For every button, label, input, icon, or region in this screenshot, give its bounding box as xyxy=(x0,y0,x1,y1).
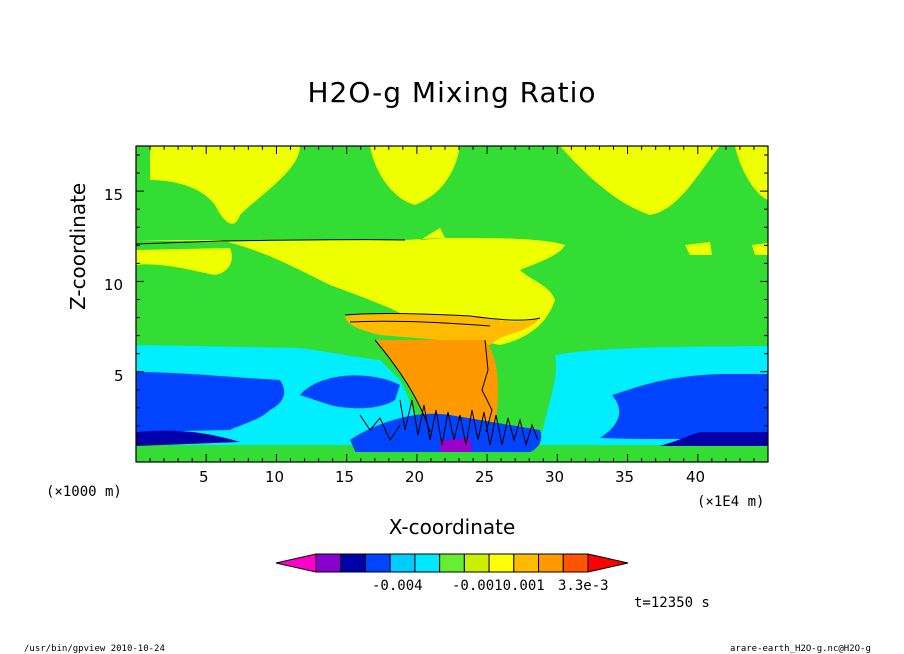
x-tick-label: 35 xyxy=(615,468,635,486)
x-scale-note-right: (×1E4 m) xyxy=(697,494,765,510)
x-tick-label: 40 xyxy=(686,468,706,486)
colorbar-segment xyxy=(340,553,366,573)
contour-lines xyxy=(136,239,541,447)
footer-left: /usr/bin/gpview 2010-10-24 xyxy=(24,644,165,654)
plot-frame xyxy=(135,145,769,463)
plot-area xyxy=(136,146,768,462)
colorbar-segment xyxy=(439,553,465,573)
colorbar-label: 3.3e-3 xyxy=(558,578,609,594)
colorbar-segment xyxy=(538,553,564,573)
axis-ticks xyxy=(136,146,768,462)
x-tick-label: 25 xyxy=(475,468,495,486)
colorbar xyxy=(275,553,629,573)
colorbar-segment xyxy=(513,553,540,573)
colorbar-segment xyxy=(463,553,490,573)
field-blue-right xyxy=(600,374,768,440)
colorbar-segment xyxy=(364,553,391,573)
x-tick-label: 15 xyxy=(335,468,355,486)
field-yellow-right-small xyxy=(685,242,712,255)
field-bottom-strip xyxy=(136,452,768,462)
colorbar-segment xyxy=(562,553,589,573)
field-blue-left xyxy=(136,372,285,432)
y-tick-label: 15 xyxy=(104,186,124,204)
x-tick-label: 20 xyxy=(405,468,425,486)
field-orange xyxy=(375,340,498,432)
field-yellow-left-lobe xyxy=(136,248,232,275)
field-purple-spots xyxy=(440,438,472,452)
x-axis-label: X-coordinate xyxy=(388,515,516,539)
colorbar-label: -0.004 xyxy=(372,578,423,594)
x-tick-label: 10 xyxy=(265,468,285,486)
chart-title: H2O-g Mixing Ratio xyxy=(307,76,597,109)
field-yellow-top-right xyxy=(560,146,720,215)
field-yellow-top-mid xyxy=(370,146,460,205)
x-tick-label: 5 xyxy=(199,468,209,486)
y-tick-label: 5 xyxy=(114,367,124,385)
colorbar-segment xyxy=(414,553,441,573)
colorbar-over-arrow xyxy=(587,553,629,573)
field-blue-centre xyxy=(300,375,400,409)
y-axis-label: Z-coordinate xyxy=(66,182,90,310)
colorbar-segment xyxy=(488,553,515,573)
colorbar-under-arrow xyxy=(275,553,317,573)
field-navy xyxy=(136,430,768,446)
colorbar-segment xyxy=(389,553,416,573)
colorbar-label: -0.0010.001 xyxy=(452,578,545,594)
colorbar-segment xyxy=(315,553,342,573)
y-tick-label: 10 xyxy=(104,276,124,294)
time-label: t=12350 s xyxy=(634,595,710,611)
field-yellow-top-right-small xyxy=(735,146,768,200)
footer-right: arare-earth_H2O-g.nc@H2O-g xyxy=(730,644,871,654)
x-tick-label: 30 xyxy=(545,468,565,486)
field-cyan xyxy=(136,345,768,445)
field-yellow-right-edge xyxy=(752,243,768,255)
field-yellow-top-left xyxy=(150,146,300,224)
x-scale-note-left: (×1000 m) xyxy=(46,484,122,500)
